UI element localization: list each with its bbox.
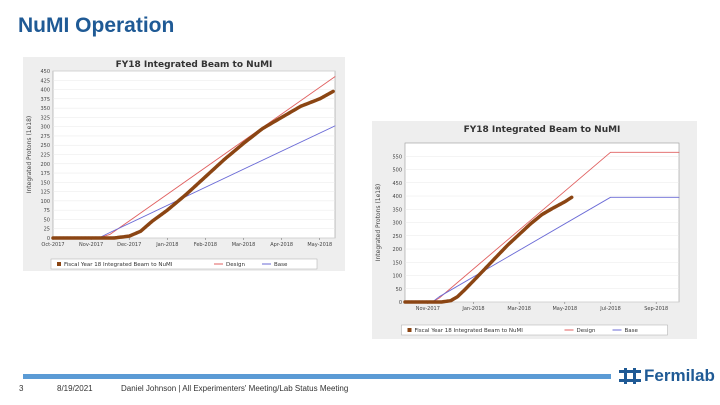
y-tick-label: 100 — [40, 199, 50, 205]
y-tick-label: 225 — [40, 153, 50, 159]
y-tick-label: 100 — [392, 274, 402, 280]
x-tick-label: Oct-2017 — [41, 242, 64, 248]
chart-legend: Fiscal Year 18 Integrated Beam to NuMI De… — [401, 324, 668, 336]
y-axis-label: Integrated Protons (1e18) — [26, 116, 33, 194]
y-tick-label: 425 — [40, 78, 50, 84]
x-tick-label: Feb-2018 — [194, 242, 217, 248]
y-tick-label: 150 — [40, 180, 50, 186]
chart-svg-right: FY18 Integrated Beam to NuMI 0 50 100 150 200… — [375, 125, 680, 336]
legend-label: Design — [577, 328, 597, 334]
x-tick-label: May-2018 — [552, 306, 577, 312]
legend-label: Design — [226, 262, 246, 268]
y-tick-label: 0 — [399, 300, 402, 306]
y-tick-label: 75 — [44, 208, 50, 214]
x-tick-label: Jan-2018 — [461, 306, 484, 312]
y-tick-label: 275 — [40, 134, 50, 140]
y-tick-label: 375 — [40, 97, 50, 103]
legend-box — [401, 324, 668, 336]
fermilab-logo-icon — [619, 368, 641, 384]
y-tick-label: 550 — [392, 154, 402, 160]
fermilab-logo: Fermilab — [619, 366, 715, 386]
legend-box — [50, 258, 318, 270]
y-tick-label: 0 — [47, 236, 50, 242]
slide-title: NuMI Operation — [18, 14, 175, 37]
chart-panel-left: FY18 Integrated Beam to NuMI 0 25 50 75 100 12… — [23, 57, 345, 271]
y-tick-label: 300 — [392, 221, 402, 227]
series-line-beam — [51, 89, 335, 240]
y-tick-label: 500 — [392, 168, 402, 174]
y-tick-label: 200 — [392, 247, 402, 253]
legend-label: Fiscal Year 18 Integrated Beam to NuMI — [64, 262, 173, 268]
x-tick-label: Mar-2018 — [507, 306, 531, 312]
y-tick-label: 200 — [40, 162, 50, 168]
series-line-beam — [403, 195, 574, 304]
y-tick-label: 325 — [40, 115, 50, 121]
chart-legend: Fiscal Year 18 Integrated Beam to NuMI De… — [50, 258, 318, 270]
chart-title: FY18 Integrated Beam to NuMI — [116, 60, 273, 70]
legend-label: Base — [625, 328, 639, 334]
y-tick-label: 150 — [392, 260, 402, 266]
x-tick-label: Apr-2018 — [270, 242, 293, 248]
y-tick-label: 25 — [44, 227, 50, 233]
y-tick-label: 450 — [392, 181, 402, 187]
y-tick-label: 125 — [40, 190, 50, 196]
y-tick-label: 400 — [40, 88, 50, 94]
legend-label: Base — [274, 262, 288, 268]
chart-svg-left: FY18 Integrated Beam to NuMI 0 25 50 75 100 12… — [26, 60, 336, 270]
y-tick-label: 50 — [44, 217, 50, 223]
chart-panel-right: FY18 Integrated Beam to NuMI 0 50 100 150 200… — [372, 121, 697, 339]
y-tick-label: 350 — [40, 106, 50, 112]
y-tick-label: 300 — [40, 125, 50, 131]
x-tick-label: Mar-2018 — [232, 242, 256, 248]
footer-text: Daniel Johnson | All Experimenters' Meet… — [121, 384, 349, 393]
y-tick-label: 350 — [392, 207, 402, 213]
y-tick-label: 450 — [40, 69, 50, 75]
x-tick-label: Nov-2017 — [79, 242, 103, 248]
x-tick-label: Dec-2017 — [117, 242, 141, 248]
x-tick-label: Jan-2018 — [155, 242, 178, 248]
legend-swatch — [57, 262, 61, 266]
y-tick-label: 250 — [392, 234, 402, 240]
y-axis-label: Integrated Protons (1e18) — [375, 184, 382, 262]
footer-bar — [23, 374, 611, 379]
page-number: 3 — [19, 384, 24, 393]
y-tick-label: 175 — [40, 171, 50, 177]
x-tick-label: Nov-2017 — [416, 306, 440, 312]
x-tick-label: Jul-2018 — [599, 306, 621, 312]
logo-text: Fermilab — [644, 366, 715, 385]
x-tick-label: May-2018 — [307, 242, 332, 248]
y-tick-label: 50 — [396, 287, 402, 293]
legend-swatch — [407, 328, 412, 332]
y-tick-label: 400 — [392, 194, 402, 200]
y-tick-label: 250 — [40, 143, 50, 149]
x-tick-label: Sep-2018 — [644, 306, 668, 312]
legend-label: Fiscal Year 18 Integrated Beam to NuMI — [415, 328, 524, 334]
footer-date: 8/19/2021 — [57, 384, 93, 393]
chart-title: FY18 Integrated Beam to NuMI — [464, 125, 621, 135]
